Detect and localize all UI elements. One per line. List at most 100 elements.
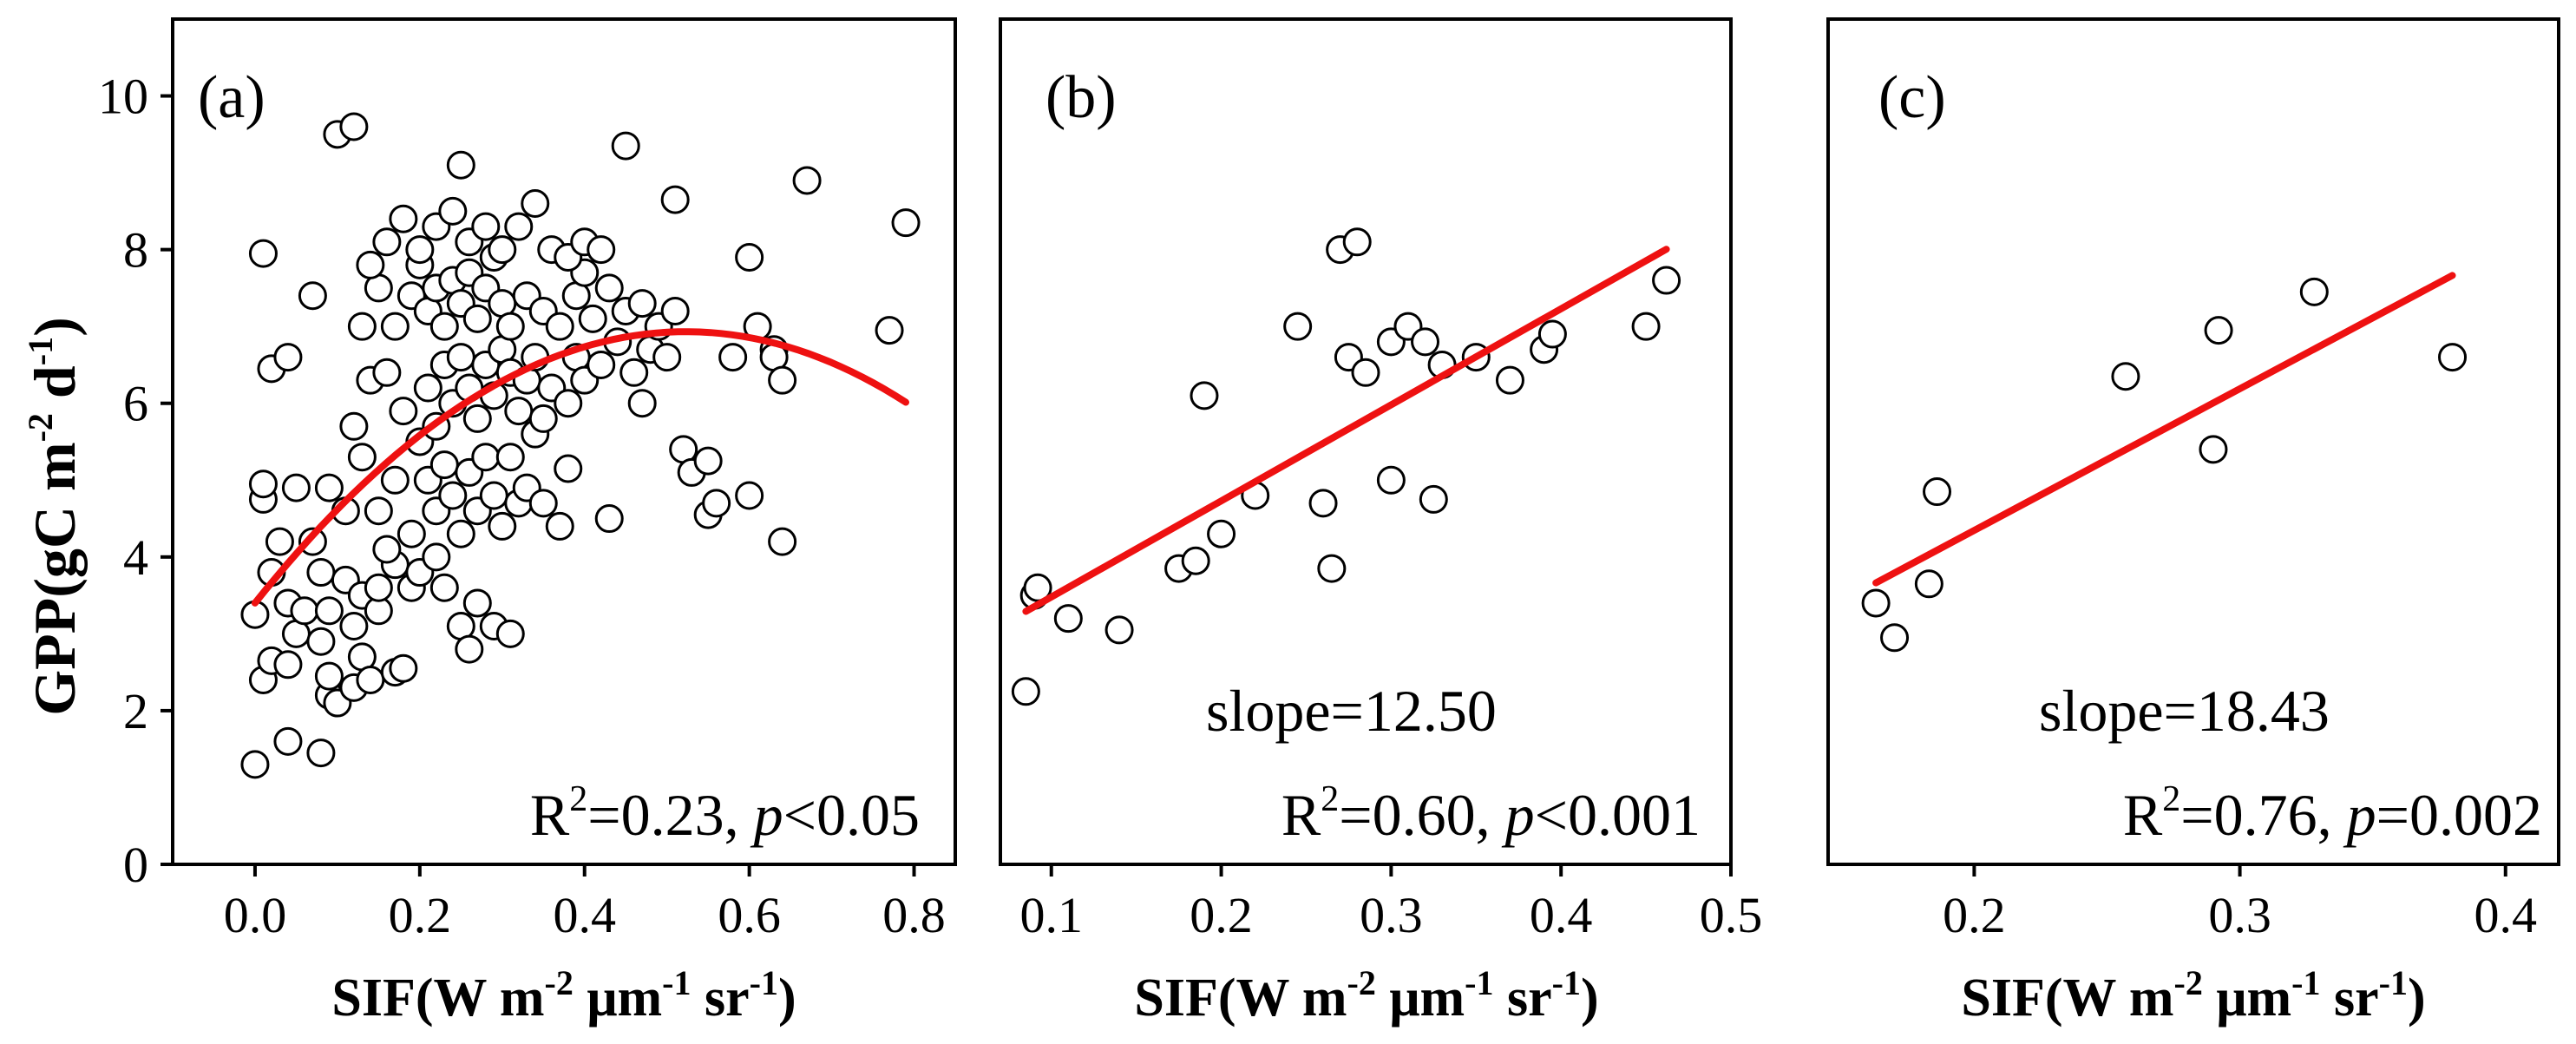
- panel-a-data-point: [554, 389, 583, 418]
- panel-a-data-point: [471, 212, 501, 241]
- panel-a-data-point: [578, 304, 607, 333]
- panel-c-data-point: [1923, 477, 1952, 507]
- panel-a-data-point: [372, 358, 402, 387]
- panel-b-points: [1011, 227, 1681, 706]
- panel-c-ticks: 0.2 0.3 0.4: [1943, 864, 2537, 943]
- panel-c-fit-line: [1872, 272, 2456, 587]
- panel-a-data-point: [488, 511, 517, 541]
- panel-a-data-point: [594, 504, 624, 534]
- panel-c-x-tick-label: 0.4: [2474, 887, 2538, 943]
- panel-a-data-point: [356, 250, 385, 279]
- panel-a-data-point: [306, 739, 336, 768]
- panel-a-x-axis-title: SIF(W m-2 μm-1 sr-1): [331, 963, 796, 1028]
- panel-c-data-point: [2204, 316, 2233, 345]
- panel-a-data-point: [554, 454, 583, 483]
- panel-a-data-point: [347, 443, 377, 472]
- panel-a-data-point: [660, 185, 690, 214]
- panel-b: 0.1 0.2 0.3 0.4 0.5 (b) slope=12.50 R2=0.60,…: [999, 17, 1762, 1028]
- panel-b-data-point: [1104, 615, 1134, 645]
- panel-a-data-point: [446, 519, 475, 548]
- panel-a-data-point: [389, 653, 418, 683]
- panel-a-data-point: [504, 397, 534, 426]
- panel-a-data-point: [438, 481, 468, 510]
- panel-a-data-point: [273, 726, 303, 756]
- panel-a-data-point: [718, 343, 748, 372]
- panel-a-data-point: [528, 404, 558, 433]
- panel-a-data-point: [429, 450, 459, 480]
- panel-a-data-point: [495, 619, 525, 648]
- panel-a-data-point: [627, 289, 657, 318]
- panel-b-data-point: [1308, 489, 1338, 518]
- panel-a-data-point: [248, 239, 278, 268]
- panel-a-data-point: [364, 496, 393, 526]
- panel-a-y-tick-label: 2: [123, 683, 148, 739]
- panel-c-data-point: [2438, 343, 2468, 372]
- panel-a-data-point: [446, 150, 475, 180]
- panel-a-data-point: [735, 481, 764, 510]
- panel-b-slope: slope=12.50: [1206, 678, 1497, 744]
- panel-a-x-tick-label: 0.4: [553, 887, 616, 943]
- panel-a-data-point: [627, 389, 657, 418]
- panel-a-data-point: [619, 358, 649, 387]
- panel-b-x-axis-title: SIF(W m-2 μm-1 sr-1): [1134, 963, 1598, 1028]
- panel-a-data-point: [356, 665, 385, 694]
- panel-a-data-point: [587, 350, 616, 379]
- panel-a-data-point: [265, 527, 294, 556]
- panel-a-data-point: [339, 411, 369, 441]
- panel-b-data-point: [1495, 365, 1524, 395]
- panel-a-data-point: [528, 489, 558, 518]
- panel-a-data-point: [314, 596, 344, 626]
- panel-a-data-point: [652, 343, 682, 372]
- panel-a-data-point: [735, 242, 764, 272]
- panel-b-label: (b): [1045, 64, 1117, 131]
- panel-a-x-tick-label: 0.0: [224, 887, 287, 943]
- panel-a-data-point: [462, 404, 492, 433]
- panel-a-stats: R2=0.23, p<0.05: [530, 779, 920, 848]
- panel-c-data-point: [2199, 435, 2228, 464]
- panel-a-data-point: [405, 235, 435, 265]
- panel-a-data-point: [594, 273, 624, 303]
- panel-a-data-point: [891, 208, 921, 238]
- panel-b-x-tick-label: 0.3: [1360, 887, 1423, 943]
- panel-a-data-point: [471, 443, 501, 472]
- panel-c-x-axis-title: SIF(W m-2 μm-1 sr-1): [1961, 963, 2425, 1028]
- panel-a-y-tick-label: 0: [123, 837, 148, 893]
- panel-a-data-point: [372, 535, 402, 564]
- panel-c-data-point: [1880, 623, 1910, 653]
- panel-a-y-tick-label: 6: [123, 376, 148, 432]
- panel-b-fit-line: [1022, 246, 1670, 615]
- panel-a-data-point: [380, 312, 410, 341]
- panel-a-data-point: [587, 235, 616, 265]
- panel-b-data-point: [1537, 319, 1567, 349]
- panel-b-data-point: [1190, 381, 1219, 410]
- panel-a-frame: [171, 17, 957, 866]
- panel-a-y-tick-label: 10: [98, 69, 148, 125]
- y-axis-title: GPP(gC m-2 d-1): [21, 317, 88, 716]
- panel-a-data-point: [495, 312, 525, 341]
- panel-c-data-point: [2299, 277, 2329, 306]
- panel-b-data-point: [1419, 484, 1448, 514]
- panel-a-data-point: [521, 189, 550, 219]
- panel-a-data-point: [768, 365, 797, 395]
- panel-b-x-tick-label: 0.2: [1190, 887, 1253, 943]
- panel-b-data-point: [1342, 227, 1372, 257]
- panel-b-x-tick-label: 0.1: [1019, 887, 1083, 943]
- panel-a-data-point: [429, 573, 459, 602]
- panel-c-label: (c): [1878, 64, 1946, 131]
- panel-a-data-point: [438, 196, 468, 226]
- panel-a-data-point: [413, 373, 442, 403]
- panel-b-data-point: [1351, 358, 1380, 387]
- panel-a-data-point: [429, 312, 459, 341]
- panel-a-data-point: [281, 473, 311, 502]
- panel-a-data-point: [290, 596, 319, 626]
- panel-a-data-point: [422, 542, 451, 572]
- panel-b-frame: [999, 17, 1733, 866]
- panel-b-x-tick-label: 0.4: [1530, 887, 1593, 943]
- panel-a-data-point: [306, 558, 336, 588]
- panel-a-data-point: [545, 511, 574, 541]
- panel-b-data-point: [1411, 327, 1440, 357]
- panel-a-x-tick-label: 0.2: [389, 887, 452, 943]
- panel-a-data-point: [240, 750, 270, 779]
- panel-a-data-point: [380, 465, 410, 495]
